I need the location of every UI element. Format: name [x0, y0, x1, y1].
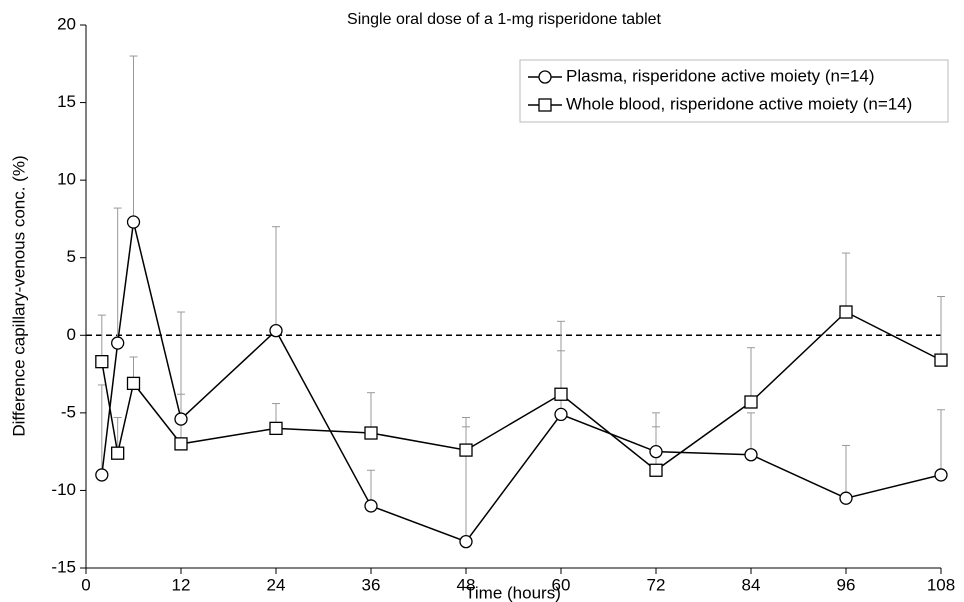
- legend-label: Plasma, risperidone active moiety (n=14): [566, 66, 875, 85]
- marker: [934, 468, 948, 482]
- marker: [95, 355, 109, 369]
- x-tick-label: 96: [837, 575, 856, 594]
- marker: [934, 353, 948, 367]
- marker: [649, 463, 663, 477]
- x-tick-label: 12: [172, 575, 191, 594]
- marker: [839, 305, 853, 319]
- marker: [269, 421, 283, 436]
- x-tick-label: 48: [457, 575, 476, 594]
- marker: [364, 426, 378, 440]
- x-tick-label: 108: [927, 575, 955, 594]
- y-tick-label: -5: [61, 402, 76, 421]
- marker: [744, 448, 758, 462]
- series-line: [101, 221, 942, 543]
- x-tick-label: 60: [552, 575, 571, 594]
- y-tick-label: -10: [51, 480, 76, 499]
- marker: [554, 387, 568, 401]
- y-axis-label: Difference capillary-venous conc. (%): [9, 155, 28, 436]
- legend-marker: [538, 70, 552, 84]
- marker: [459, 443, 473, 457]
- y-tick-label: -15: [51, 557, 76, 576]
- x-tick-label: 24: [267, 575, 286, 594]
- marker: [839, 491, 853, 505]
- y-tick-label: 15: [57, 92, 76, 111]
- y-tick-label: 5: [67, 247, 76, 266]
- x-tick-label: 0: [81, 575, 90, 594]
- marker: [364, 499, 378, 513]
- x-axis-label: Time (hours): [465, 583, 561, 602]
- series-line: [101, 311, 942, 472]
- marker: [126, 215, 141, 229]
- marker: [459, 534, 473, 549]
- marker: [95, 468, 109, 482]
- marker: [269, 323, 283, 338]
- marker: [174, 412, 188, 426]
- marker: [554, 407, 568, 422]
- legend-marker: [538, 98, 552, 112]
- y-tick-label: 20: [57, 14, 76, 33]
- y-tick-label: 10: [57, 170, 76, 189]
- marker: [649, 444, 663, 459]
- marker: [111, 336, 125, 350]
- chart-title: Single oral dose of a 1-mg risperidone t…: [347, 11, 662, 28]
- marker: [111, 446, 125, 460]
- marker: [174, 437, 188, 451]
- x-tick-label: 72: [647, 575, 666, 594]
- x-tick-label: 36: [362, 575, 381, 594]
- x-tick-label: 84: [742, 575, 761, 594]
- y-tick-label: 0: [67, 325, 76, 344]
- marker: [744, 395, 758, 409]
- legend-box: [519, 59, 949, 123]
- legend-label: Whole blood, risperidone active moiety (…: [566, 94, 912, 113]
- marker: [126, 376, 141, 391]
